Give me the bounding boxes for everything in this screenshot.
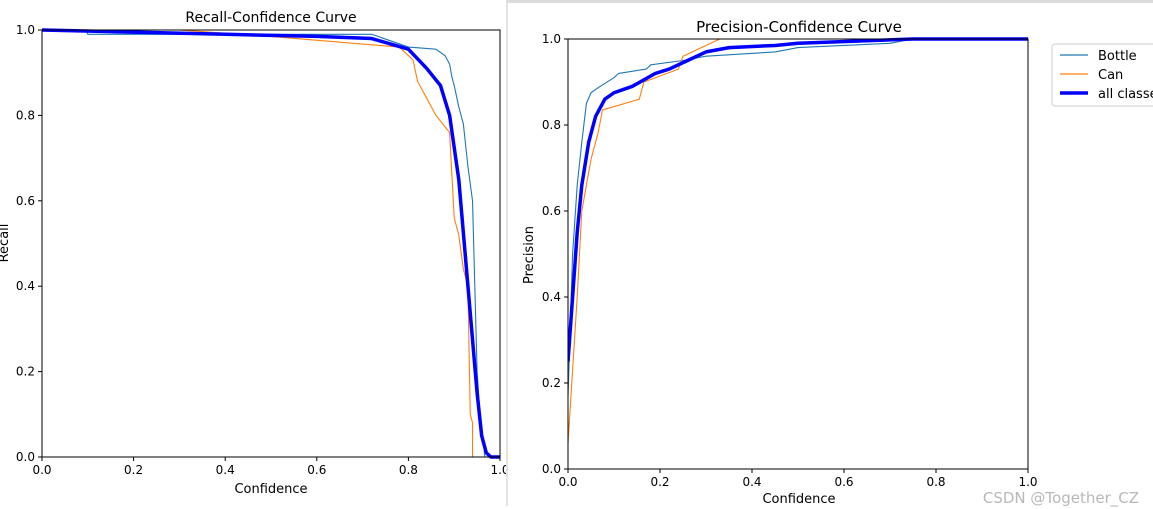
y-tick-label: 0.8 (542, 118, 561, 132)
x-tick-label: 0.2 (124, 463, 143, 477)
precision-confidence-chart: Precision-Confidence Curve Confidence Pr… (522, 18, 1153, 507)
y-tick-label: 0.0 (542, 462, 561, 476)
y-tick-label: 0.8 (16, 108, 35, 122)
y-tick-label: 0.2 (542, 376, 561, 390)
series-line-can (42, 29, 500, 458)
recall-confidence-panel: Recall-Confidence Curve Confidence Recal… (0, 0, 506, 506)
x-tick-label: 0.6 (834, 475, 853, 489)
x-tick-label: 0.8 (399, 463, 418, 477)
x-tick-label: 0.8 (926, 475, 945, 489)
y-tick-label: 0.4 (542, 290, 561, 304)
axes-frame (41, 29, 501, 458)
x-tick-label: 0.0 (32, 463, 51, 477)
x-tick-label: 0.4 (216, 463, 235, 477)
y-tick-label: 0.0 (16, 450, 35, 464)
precision-confidence-panel: Precision-Confidence Curve Confidence Pr… (506, 0, 1153, 507)
legend-box (1051, 43, 1153, 107)
axes-frame (567, 38, 1029, 470)
legend-label: Can (1098, 68, 1123, 83)
x-tick-label: 0.2 (650, 475, 669, 489)
y-axis-label: Recall (0, 224, 12, 263)
y-tick-label: 0.4 (16, 279, 35, 293)
y-tick-label: 0.6 (16, 194, 35, 208)
chart-title: Recall-Confidence Curve (185, 10, 356, 26)
legend-label: Bottle (1098, 49, 1137, 64)
x-axis-label: Confidence (234, 482, 307, 497)
watermark: CSDN @Together_CZ (982, 489, 1139, 507)
series-line-bottle (568, 38, 1028, 396)
x-tick-label: 1.0 (1018, 475, 1037, 489)
recall-confidence-chart: Recall-Confidence Curve Confidence Recal… (0, 10, 506, 497)
x-tick-label: 0.6 (307, 463, 326, 477)
y-tick-label: 0.2 (16, 365, 35, 379)
plot-area (568, 37, 1028, 444)
x-axis-label: Confidence (762, 492, 835, 507)
y-tick-label: 0.6 (542, 204, 561, 218)
chart-title: Precision-Confidence Curve (696, 18, 902, 36)
series-line-all-classes (42, 28, 500, 459)
series-line-all-classes (568, 37, 1028, 362)
legend: Bottle Can all classes (1051, 43, 1153, 107)
legend-label: all classes (1098, 87, 1153, 102)
x-tick-label: 1.0 (490, 463, 506, 477)
y-tick-label: 1.0 (16, 23, 35, 37)
plot-area (42, 28, 500, 459)
x-tick-label: 0.4 (742, 475, 761, 489)
series-line-bottle (42, 29, 500, 458)
y-axis-label: Precision (522, 226, 537, 284)
series-line-can (568, 38, 1028, 444)
x-tick-label: 0.0 (558, 475, 577, 489)
y-tick-label: 1.0 (542, 32, 561, 46)
